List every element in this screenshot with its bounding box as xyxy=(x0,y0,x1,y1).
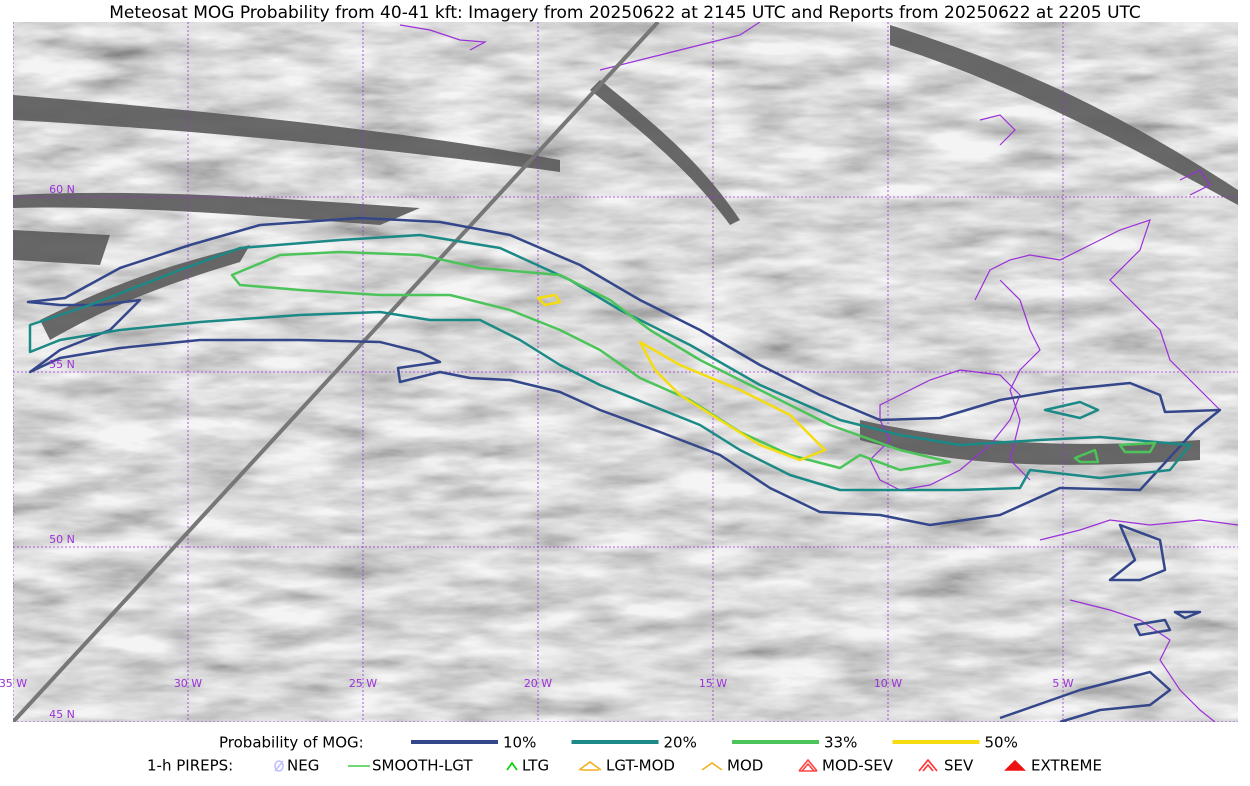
lon-label: 35 W xyxy=(0,677,27,690)
pirep-icon xyxy=(701,762,723,771)
legend-text: 10% xyxy=(503,734,536,752)
lat-label: 45 N xyxy=(49,708,75,721)
contour xyxy=(536,293,827,462)
lon-label: 25 W xyxy=(349,677,377,690)
contour xyxy=(28,233,1192,492)
legend-text: LTG xyxy=(522,757,549,775)
legend-text: MOD-SEV xyxy=(822,757,894,775)
lon-label: 15 W xyxy=(699,677,727,690)
lon-label: 20 W xyxy=(524,677,552,690)
legend-text: NEG xyxy=(287,757,319,775)
graticule xyxy=(13,22,1238,722)
coastlines xyxy=(399,22,1238,722)
contour xyxy=(26,216,1222,722)
lat-label: 55 N xyxy=(49,358,75,371)
lon-label: 30 W xyxy=(174,677,202,690)
pirep-icon xyxy=(918,758,938,772)
legend-label: Probability of MOG: xyxy=(219,734,364,752)
legend-text: SEV xyxy=(944,757,974,775)
pirep-icon xyxy=(274,760,284,772)
pirep-icon xyxy=(506,761,518,771)
lat-label: 60 N xyxy=(49,183,75,196)
cloud-streaks xyxy=(13,25,1238,465)
contour xyxy=(230,250,1157,472)
lat-label: 50 N xyxy=(49,533,75,546)
lon-label: 10 W xyxy=(874,677,902,690)
legend-text: 33% xyxy=(824,734,857,752)
legend-text: LGT-MOD xyxy=(606,757,675,775)
pirep-icon xyxy=(578,761,602,771)
map xyxy=(13,22,1238,722)
pirep-icon xyxy=(798,758,818,772)
legend: Probability of MOG: 10% 20% 33% 50% 1-h PIREP… xyxy=(147,734,1102,775)
legend-text: EXTREME xyxy=(1031,757,1102,775)
legend-text: 50% xyxy=(985,734,1018,752)
pirep-icon xyxy=(1004,759,1026,771)
lon-label: 5 W xyxy=(1052,677,1073,690)
title: Meteosat MOG Probability from 40-41 kft:… xyxy=(109,3,1141,23)
satellite-track xyxy=(13,22,660,722)
contours xyxy=(26,216,1222,722)
legend-label: 1-h PIREPS: xyxy=(147,757,233,775)
legend-text: MOD xyxy=(727,757,763,775)
grid-labels: 35 W 30 W 25 W 20 W 15 W 10 W 5 W 60 N 55 N 50 N 4… xyxy=(0,183,1074,721)
legend-text: SMOOTH-LGT xyxy=(372,757,473,775)
legend-text: 20% xyxy=(664,734,697,752)
